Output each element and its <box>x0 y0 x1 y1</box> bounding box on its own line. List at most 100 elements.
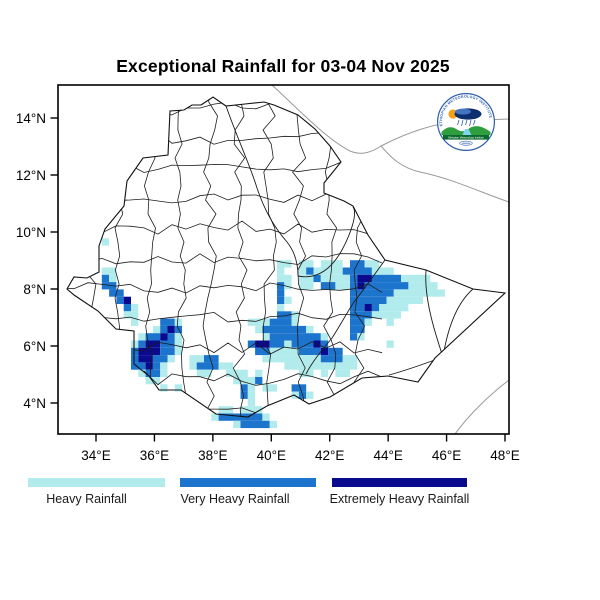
rainfall-cell-run <box>225 369 248 377</box>
rainfall-cell-run <box>320 355 343 363</box>
rainfall-cell-run <box>211 413 219 421</box>
rainfall-cell-run <box>101 238 110 246</box>
rainfall-cell-run <box>131 318 139 326</box>
rainfall-cell-run <box>371 274 402 283</box>
rainfall-cell-run <box>196 369 212 377</box>
legend-label: Very Heavy Rainfall <box>180 492 290 506</box>
rainfall-cell-run <box>240 420 270 429</box>
rainfall-cell-run <box>298 267 307 275</box>
rainfall-cell-run <box>350 325 365 334</box>
rainfall-cell-run <box>277 274 292 283</box>
rainfall-cell-run <box>160 325 168 334</box>
rainfall-cell-run <box>138 347 161 356</box>
rainfall-cell-run <box>152 355 168 363</box>
rainfall-cell-run <box>408 282 438 290</box>
rainfall-cell-run <box>269 347 299 356</box>
rainfall-cell-run <box>160 362 168 370</box>
rainfall-cell-run <box>364 304 372 312</box>
y-axis-tick-label: 12°N <box>16 168 46 183</box>
rainfall-cell-run <box>291 318 299 326</box>
logo-banner-text: Ethiopian Meteorology Institute <box>448 135 484 139</box>
rainfall-cell-run <box>240 406 263 414</box>
legend-label: Extremely Heavy Rainfall <box>329 492 470 506</box>
rainfall-cell-run <box>160 318 175 326</box>
rainfall-cell-run <box>357 282 365 290</box>
rainfall-cell-run <box>306 325 314 334</box>
x-axis-tick-label: 46°E <box>432 448 461 463</box>
rainfall-cell-run <box>233 420 241 429</box>
rainfall-cell-run <box>116 296 124 304</box>
rainfall-cell-run <box>160 384 168 392</box>
rainfall-cell-run <box>371 311 402 319</box>
rainfall-cell-run <box>284 282 292 290</box>
x-axis-tick-label: 38°E <box>198 448 227 463</box>
rainfall-cell-run <box>174 325 183 334</box>
rainfall-cell-run <box>262 333 270 341</box>
rainfall-cell-run <box>167 355 175 363</box>
rainfall-cell-run <box>255 377 263 385</box>
legend-swatch <box>28 478 165 487</box>
rainfall-cell-run <box>167 333 175 341</box>
rainfall-cell-run <box>350 296 387 304</box>
rainfall-cell-run <box>277 267 285 275</box>
rainfall-cell-run <box>131 304 139 312</box>
rainfall-cell-run <box>131 347 139 356</box>
rainfall-cell-run <box>138 355 153 363</box>
rainfall-cell-run <box>160 369 168 377</box>
rainfall-cell-run <box>145 362 153 370</box>
rainfall-cell-run <box>189 355 204 363</box>
x-axis-tick-label: 40°E <box>257 448 286 463</box>
rainfall-cell-run <box>320 274 350 283</box>
rainfall-cell-run <box>160 347 175 356</box>
x-axis-tick-label: 44°E <box>373 448 402 463</box>
rainfall-cell-run <box>350 274 358 283</box>
rainfall-cell-run <box>145 369 161 377</box>
rainfall-cell-run <box>145 333 161 341</box>
rainfall-cell-run <box>255 347 270 356</box>
rainfall-cell-run <box>262 325 307 334</box>
rainfall-cell-run <box>189 362 197 370</box>
meteorology-institute-logo: ETHIOPIAN METEOROLOGY INSTITUTE Ethiopia… <box>437 93 495 151</box>
logo-banner <box>443 135 489 140</box>
rainfall-cell-run <box>350 333 358 341</box>
rainfall-cell-run <box>357 274 372 283</box>
x-axis-tick-label: 42°E <box>315 448 344 463</box>
rainfall-cell-run <box>269 340 285 348</box>
rainfall-cell-run <box>240 413 263 421</box>
logo-rain-icon <box>457 119 476 127</box>
rainfall-cell-run <box>371 304 380 312</box>
y-axis-tick-label: 8°N <box>23 282 46 297</box>
rainfall-cell-run <box>284 296 292 304</box>
rainfall-cell-run <box>350 311 372 319</box>
djibouti-somalia-border-line <box>380 145 510 203</box>
rainfall-cell-run <box>101 267 117 275</box>
rainfall-cell-run <box>298 282 314 290</box>
neighbor-country-borders <box>271 84 510 435</box>
rainfall-cell-run <box>364 260 380 268</box>
logo-cloud-highlight <box>455 108 471 115</box>
y-axis-tick-label: 6°N <box>23 339 46 354</box>
rainfall-cell-run <box>109 274 117 283</box>
rainfall-cell-run <box>350 282 358 290</box>
rainfall-cell-run <box>335 369 350 377</box>
rainfall-cell-run <box>174 347 183 356</box>
rainfall-cell-run <box>174 340 183 348</box>
rainfall-cell-run <box>269 333 321 341</box>
rainfall-cell-run <box>284 340 292 348</box>
rainfall-cell-run <box>123 304 131 312</box>
rainfall-cell-run <box>174 333 183 341</box>
rainfall-cell-run <box>277 289 285 297</box>
y-axis-tick-label: 4°N <box>23 396 46 411</box>
ethiopia-border <box>66 96 507 418</box>
rainfall-cell-run <box>240 384 248 392</box>
legend-label: Heavy Rainfall <box>46 492 127 506</box>
legend-swatch <box>180 478 316 487</box>
rainfall-cell-run <box>320 333 329 341</box>
x-axis-tick-label: 34°E <box>81 448 110 463</box>
rainfall-cell-run <box>371 267 394 275</box>
rainfall-cell-run <box>386 296 423 304</box>
y-axis-tick-label: 10°N <box>16 225 46 240</box>
rainfall-cell-run <box>342 267 372 275</box>
rainfall-cell-run <box>247 398 256 407</box>
x-axis-tick-label: 48°E <box>490 448 519 463</box>
